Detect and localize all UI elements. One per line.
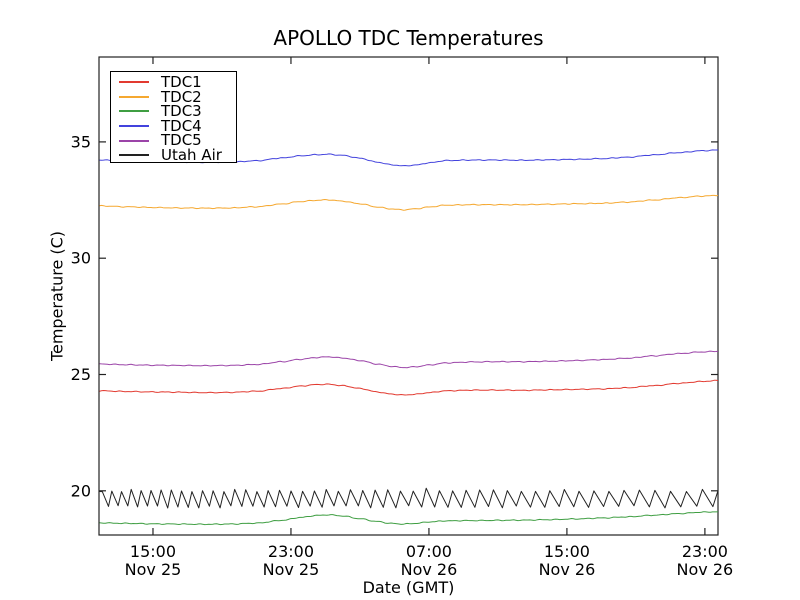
series-line-tdc5 — [99, 350, 719, 369]
legend-line-sample — [119, 139, 149, 142]
x-tick-label-date: Nov 26 — [401, 560, 458, 579]
legend-label: TDC1 — [161, 73, 202, 91]
chart-title: APOLLO TDC Temperatures — [273, 26, 544, 50]
x-tick-label-time: 15:00 — [544, 542, 590, 561]
y-tick-label: 30 — [71, 249, 91, 268]
legend-line-sample — [119, 81, 149, 84]
legend-item-utah-air: Utah Air — [111, 148, 236, 163]
legend-item-tdc1: TDC1 — [111, 75, 236, 90]
legend-item-tdc5: TDC5 — [111, 133, 236, 148]
y-tick-label: 20 — [71, 481, 91, 500]
legend-label: TDC3 — [161, 102, 202, 121]
legend-item-tdc4: TDC4 — [111, 116, 236, 135]
series-line-utah-air — [98, 487, 719, 509]
legend: TDC1 TDC2 TDC3 TDC4 TDC5 Utah Air — [110, 71, 237, 163]
legend-label: TDC2 — [161, 87, 202, 106]
series-line-tdc2 — [99, 194, 719, 211]
legend-line-sample — [119, 125, 149, 128]
y-tick-label: 25 — [71, 365, 91, 384]
legend-line-sample — [119, 95, 149, 98]
legend-item-tdc2: TDC2 — [111, 87, 236, 106]
x-tick-label-time: 15:00 — [130, 542, 176, 561]
x-tick-label-date: Nov 25 — [125, 560, 182, 579]
y-tick-label: 35 — [71, 132, 91, 151]
x-tick-label-date: Nov 25 — [263, 560, 320, 579]
legend-label: Utah Air — [161, 145, 222, 164]
series-line-tdc3 — [99, 511, 719, 526]
x-tick-label-time: 23:00 — [268, 542, 314, 561]
x-tick-label-date: Nov 26 — [539, 560, 596, 579]
x-tick-label-time: 07:00 — [406, 542, 452, 561]
y-axis-label: Temperature (C) — [47, 230, 67, 362]
x-axis-label: Date (GMT) — [362, 578, 455, 597]
legend-label: TDC4 — [161, 116, 202, 135]
legend-line-sample — [119, 154, 149, 157]
x-tick-label-time: 23:00 — [682, 542, 728, 561]
axes-frame — [98, 56, 719, 536]
legend-line-sample — [119, 110, 149, 113]
x-tick-label-date: Nov 26 — [677, 560, 734, 579]
series-line-tdc1 — [99, 379, 719, 396]
legend-item-tdc3: TDC3 — [111, 104, 236, 119]
legend-label: TDC5 — [161, 131, 202, 150]
